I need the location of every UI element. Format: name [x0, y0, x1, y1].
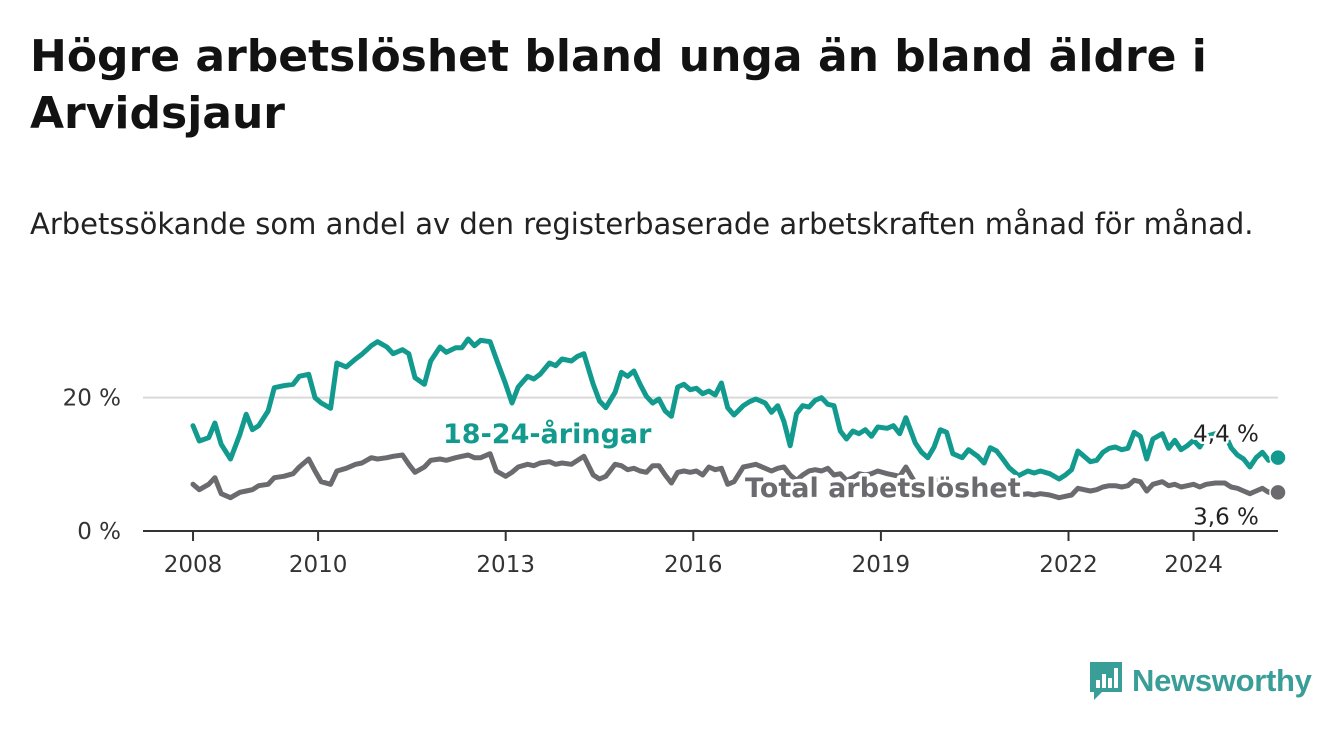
newsworthy-logo-icon — [1090, 662, 1122, 700]
end-marker-0 — [1269, 448, 1287, 467]
y-tick-label: 20 % — [63, 386, 121, 412]
end-marker-1 — [1269, 483, 1287, 502]
series-label-1: Total arbetslöshet — [745, 473, 1021, 504]
labels: 0 % 20 % 2008 2010 2013 2016 2019 2022 2024 18-24… — [63, 386, 1287, 578]
newsworthy-logo: Newsworthy — [1088, 660, 1312, 702]
series-label-halo: 18-24-åringar — [443, 418, 652, 450]
x-tick-label: 2016 — [664, 552, 723, 578]
series-label-halo: Total arbetslöshet — [745, 473, 1021, 504]
y-tick-label: 0 % — [77, 519, 121, 545]
series-label-0: 18-24-åringar — [443, 418, 652, 450]
line-chart: 0 % 20 % 2008 2010 2013 2016 2019 2022 2024 18-24… — [63, 336, 1287, 578]
end-label-halo: 4,4 % — [1193, 422, 1259, 448]
end-label-halo: 3,6 % — [1193, 504, 1259, 530]
series-lines — [190, 336, 1281, 501]
end-label-0: 4,4 % — [1193, 422, 1259, 448]
x-tick-label: 2022 — [1039, 552, 1098, 578]
chart-title: Högre arbetslöshet bland unga än bland ä… — [30, 31, 1207, 139]
x-tick-label: 2010 — [289, 552, 348, 578]
x-tick-label: 2024 — [1164, 552, 1223, 578]
series-line-0 — [190, 336, 1281, 482]
brand-name: Newsworthy — [1132, 663, 1312, 698]
chart-subtitle: Arbetssökande som andel av den registerb… — [30, 207, 1254, 241]
series-line-1 — [190, 451, 1281, 501]
x-tick-label: 2019 — [852, 552, 911, 578]
x-tick-label: 2013 — [476, 552, 535, 578]
end-label-1: 3,6 % — [1193, 504, 1259, 530]
axes — [143, 530, 1278, 541]
x-tick-label: 2008 — [164, 552, 223, 578]
